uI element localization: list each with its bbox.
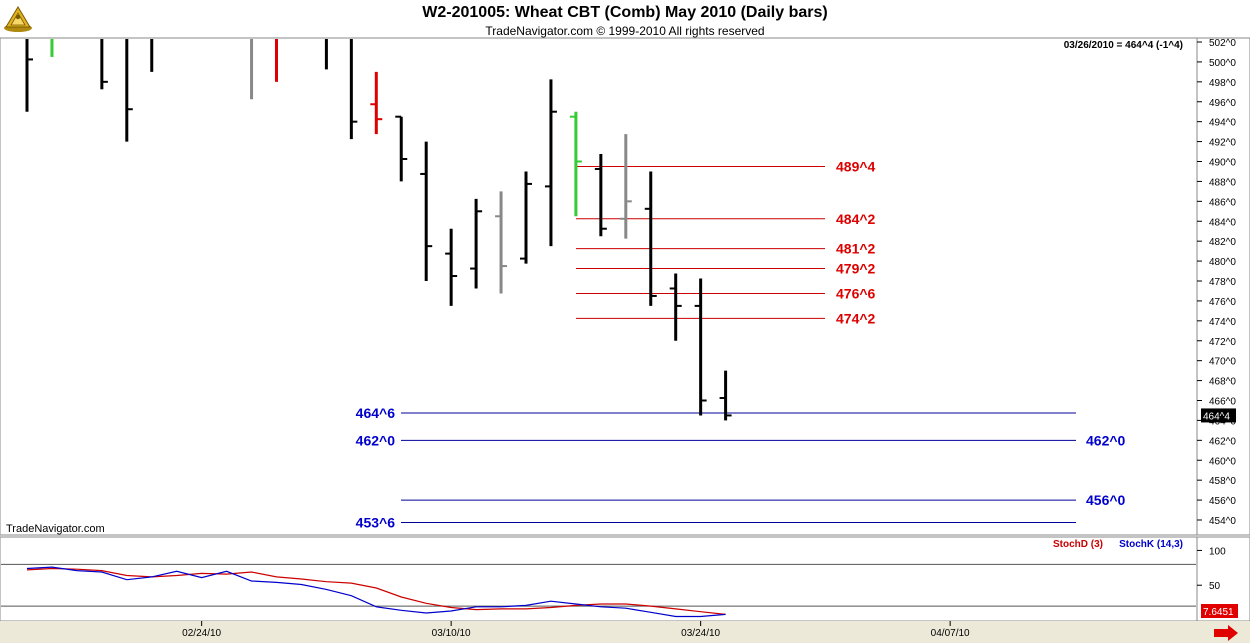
date-tick-label: 03/10/10 xyxy=(432,628,471,639)
stoch-tick-label: 100 xyxy=(1209,546,1226,557)
level-label: 484^2 xyxy=(836,211,876,227)
price-axis: 502^0 500^0 498^0 496^0 494^0 492^0 490^0 488^0… xyxy=(1197,38,1236,527)
watermark: TradeNavigator.com xyxy=(6,523,105,535)
price-tick-label: 470^0 xyxy=(1209,357,1236,368)
price-tick-label: 502^0 xyxy=(1209,38,1236,49)
level-label: 453^6 xyxy=(356,514,396,530)
level-label: 464^6 xyxy=(356,405,396,421)
stoch-k-legend: StochK (14,3) xyxy=(1119,539,1183,550)
level-label: 462^0 xyxy=(356,432,396,448)
level-label: 489^4 xyxy=(836,158,876,174)
price-tick-label: 462^0 xyxy=(1209,436,1236,447)
ohlc-bar xyxy=(150,39,154,72)
price-tick-label: 466^0 xyxy=(1209,397,1236,408)
ohlc-bar xyxy=(50,39,54,57)
level-label: 474^2 xyxy=(836,310,876,326)
indicator-panel-frame xyxy=(0,536,1198,622)
price-tick-label: 476^0 xyxy=(1209,297,1236,308)
price-tick-label: 468^0 xyxy=(1209,377,1236,388)
chart-subtitle: TradeNavigator.com © 1999-2010 All right… xyxy=(485,24,765,38)
stoch-series-line xyxy=(26,567,726,615)
stochastic-panel: 100 50 7.6451 xyxy=(1,546,1238,618)
price-tick-label: 480^0 xyxy=(1209,257,1236,268)
ohlc-bar xyxy=(694,278,707,416)
price-tick-label: 492^0 xyxy=(1209,138,1236,149)
level-label: 476^6 xyxy=(836,285,876,301)
last-quote: 03/26/2010 = 464^4 (-1^4) xyxy=(1064,40,1183,51)
price-tick-label: 454^0 xyxy=(1209,516,1236,527)
stoch-d-legend: StochD (3) xyxy=(1053,539,1103,550)
ohlc-bars xyxy=(25,39,732,421)
price-tick-label: 472^0 xyxy=(1209,337,1236,348)
ohlc-bar xyxy=(370,71,383,135)
price-panel-frame xyxy=(0,37,1198,536)
ohlc-bar xyxy=(420,141,433,281)
last-price-label: 464^4 xyxy=(1203,411,1230,422)
price-tick-label: 490^0 xyxy=(1209,158,1236,169)
ohlc-bar xyxy=(569,111,582,217)
level-label: 481^2 xyxy=(836,241,876,257)
date-tick-label: 04/07/10 xyxy=(931,628,970,639)
ohlc-bar xyxy=(520,171,532,264)
price-tick-label: 498^0 xyxy=(1209,78,1236,89)
price-tick-label: 500^0 xyxy=(1209,58,1236,69)
price-tick-label: 488^0 xyxy=(1209,177,1236,188)
price-tick-label: 486^0 xyxy=(1209,197,1236,208)
last-price-box xyxy=(1201,408,1236,423)
price-levels: 489^4 484^2 481^2 479^2 476^6 474^2 464^6 462^0… xyxy=(356,158,1126,530)
ohlc-bar xyxy=(25,39,33,112)
ohlc-bar xyxy=(100,39,108,90)
ohlc-bar xyxy=(669,273,682,341)
navigator-sextant-logo-icon[interactable] xyxy=(2,3,34,35)
chart-title: W2-201005: Wheat CBT (Comb) May 2010 (Da… xyxy=(422,4,828,21)
scroll-right-arrow-icon[interactable] xyxy=(1213,625,1239,641)
level-label: 479^2 xyxy=(836,261,876,277)
ohlc-bar xyxy=(719,370,732,421)
price-axis-strip xyxy=(1196,37,1250,536)
ohlc-bar xyxy=(495,191,508,294)
price-tick-label: 494^0 xyxy=(1209,118,1236,129)
ohlc-bar xyxy=(594,154,607,237)
date-axis: 02/24/10 03/10/10 03/24/10 04/07/10 xyxy=(182,621,970,639)
date-tick-label: 02/24/10 xyxy=(182,628,221,639)
date-axis-strip xyxy=(0,621,1250,643)
ohlc-bar xyxy=(544,79,557,247)
price-tick-label: 496^0 xyxy=(1209,98,1236,109)
price-tick-label: 478^0 xyxy=(1209,277,1236,288)
ohlc-bar xyxy=(250,39,254,100)
stoch-tick-label: 50 xyxy=(1209,581,1221,592)
ohlc-bar xyxy=(395,115,408,182)
price-tick-label: 484^0 xyxy=(1209,217,1236,228)
ohlc-bar xyxy=(445,228,458,306)
ohlc-bar xyxy=(619,134,632,239)
ohlc-bar xyxy=(644,171,657,306)
price-tick-label: 458^0 xyxy=(1209,476,1236,487)
stoch-last-value-box xyxy=(1201,604,1238,618)
stoch-last-value-label: 7.6451 xyxy=(1203,607,1234,618)
price-tick-label: 460^0 xyxy=(1209,456,1236,467)
ohlc-bar xyxy=(349,39,358,140)
level-label: 456^0 xyxy=(1086,492,1126,508)
price-tick-label: 474^0 xyxy=(1209,317,1236,328)
ohlc-bar xyxy=(470,198,483,289)
ohlc-bar xyxy=(324,39,328,70)
price-tick-label: 482^0 xyxy=(1209,237,1236,248)
ohlc-bar xyxy=(125,39,133,142)
date-tick-label: 03/24/10 xyxy=(681,628,720,639)
level-label: 462^0 xyxy=(1086,432,1126,448)
price-tick-label: 456^0 xyxy=(1209,496,1236,507)
ohlc-bar xyxy=(275,39,278,82)
stoch-series-line xyxy=(26,566,726,618)
